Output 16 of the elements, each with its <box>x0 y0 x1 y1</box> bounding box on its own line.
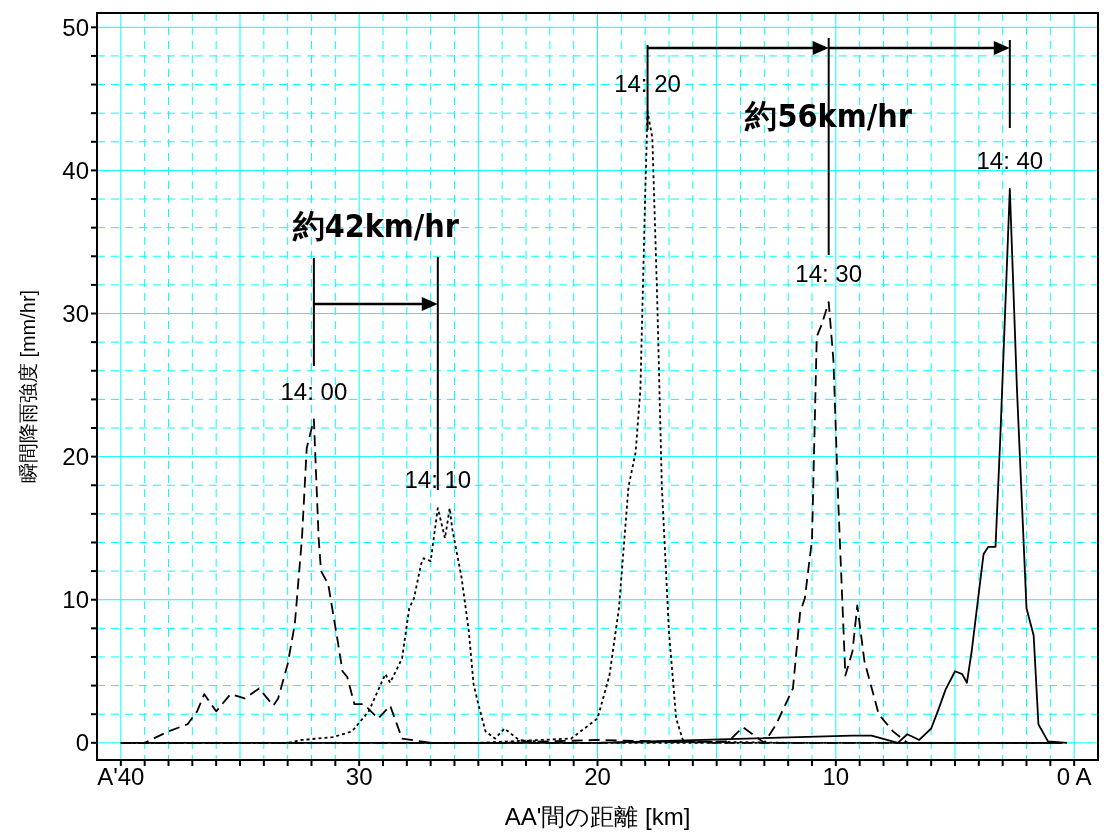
y-tick-label: 20 <box>62 443 89 471</box>
x-axis-title: AA'間の距離 [km] <box>504 803 691 830</box>
annotation: 14: 40 <box>976 147 1044 175</box>
y-tick-label: 50 <box>62 13 89 41</box>
x-tick-label: 0 A <box>1056 763 1092 791</box>
annotation: 14: 30 <box>795 260 863 288</box>
y-tick-label: 40 <box>62 156 89 184</box>
x-tick-label: 10 <box>822 763 850 791</box>
y-tick-label: 10 <box>62 586 89 614</box>
x-tick-label: 30 <box>345 763 373 791</box>
x-tick-label: 20 <box>584 763 611 791</box>
x-tick-label: A'40 <box>97 763 145 791</box>
annotation: 14: 00 <box>280 377 348 405</box>
y-tick-label: 0 <box>75 729 89 757</box>
y-tick-label: 30 <box>62 300 89 328</box>
y-axis-title: 瞬間降雨強度 [mm/hr] <box>17 289 40 484</box>
